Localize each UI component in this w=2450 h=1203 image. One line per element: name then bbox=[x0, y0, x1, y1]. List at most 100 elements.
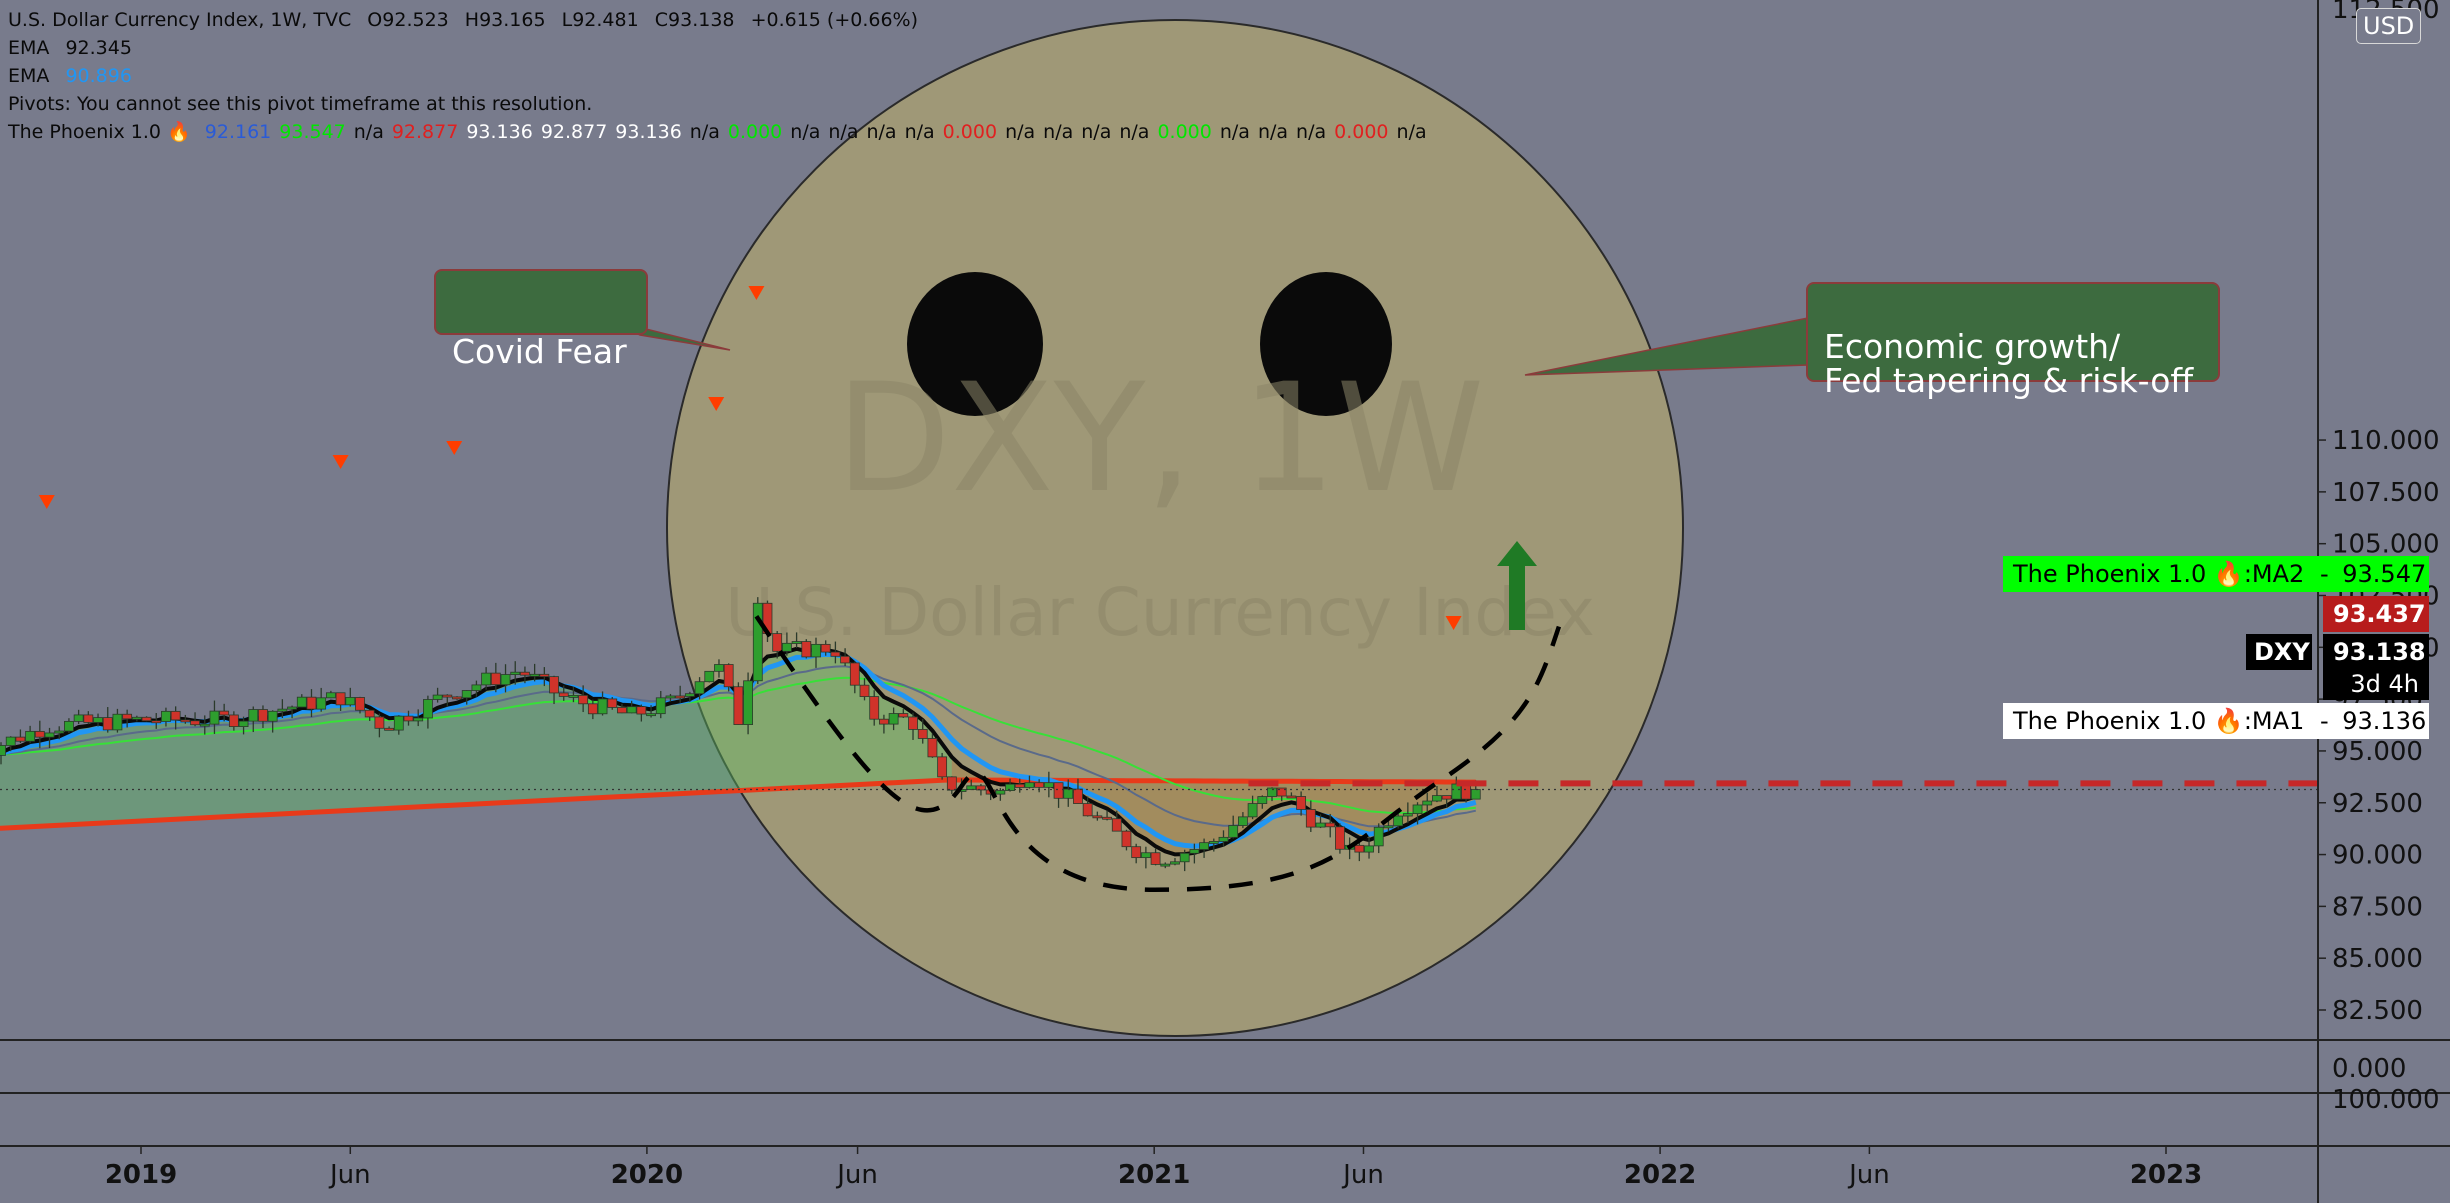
ohlc-high: H93.165 bbox=[464, 9, 546, 31]
candle-body bbox=[73, 714, 84, 722]
fire-icon: 🔥 bbox=[2213, 707, 2244, 735]
pivots-message: Pivots: You cannot see this pivot timefr… bbox=[8, 93, 593, 115]
ohlc-low: L92.481 bbox=[561, 9, 639, 31]
candle-body bbox=[1102, 816, 1112, 820]
candle-body bbox=[442, 694, 453, 698]
candle-body bbox=[607, 698, 618, 708]
candle-body bbox=[1247, 803, 1258, 818]
candle-body bbox=[704, 670, 715, 683]
phoenix-value: 92.161 bbox=[204, 121, 272, 143]
candle-body bbox=[1305, 809, 1316, 828]
y-tick-label: 90.000 bbox=[2332, 841, 2423, 871]
legend-phoenix[interactable]: The Phoenix 1.0 🔥 92.161 93.547 n/a 92.877 9… bbox=[8, 118, 1427, 146]
ema-2-name: EMA bbox=[8, 65, 50, 87]
candle-body bbox=[840, 655, 851, 664]
price-label-ma1[interactable]: The Phoenix 1.0 🔥:MA1 - 93.136 bbox=[2003, 703, 2429, 739]
candle-body bbox=[772, 633, 783, 652]
callout-covid-text: Covid Fear bbox=[452, 332, 627, 371]
callout-covid-fear[interactable]: Covid Fear bbox=[434, 269, 648, 371]
candle-body bbox=[966, 785, 977, 790]
candle-body bbox=[995, 790, 1006, 795]
candle-body bbox=[471, 684, 482, 691]
phoenix-value: 93.136 bbox=[466, 121, 533, 143]
candle-body bbox=[626, 706, 637, 714]
candle-body bbox=[1267, 787, 1277, 797]
candle-body bbox=[364, 709, 375, 718]
x-tick-label: Jun bbox=[1847, 1160, 1890, 1190]
watermark-symbol: DXY, 1W bbox=[836, 352, 1485, 526]
phoenix-value: n/a bbox=[790, 121, 821, 143]
candle-body bbox=[1014, 783, 1025, 788]
candle-body bbox=[539, 673, 550, 678]
phoenix-value: n/a bbox=[866, 121, 897, 143]
phoenix-value: n/a bbox=[904, 121, 935, 143]
legend-pivots[interactable]: Pivots: You cannot see this pivot timefr… bbox=[8, 90, 1427, 118]
candle-body bbox=[781, 642, 792, 652]
candle-body bbox=[112, 713, 123, 731]
phoenix-value: 0.000 bbox=[1157, 121, 1212, 143]
candle-body bbox=[1228, 825, 1239, 838]
dxy-symbol: DXY bbox=[2254, 638, 2310, 666]
candle-body bbox=[1315, 822, 1326, 828]
candle-body bbox=[1373, 826, 1384, 847]
ohlc-open: O92.523 bbox=[367, 9, 449, 31]
price-label-level[interactable]: 93.437 bbox=[2323, 596, 2429, 632]
candle-body bbox=[1451, 783, 1462, 800]
smile-curve-path bbox=[754, 614, 1562, 893]
callout-economic-growth[interactable]: Economic growth/ Fed tapering & risk-off bbox=[1806, 282, 2220, 398]
candle-body bbox=[1441, 795, 1452, 800]
candle-body bbox=[0, 745, 6, 756]
currency-button[interactable]: USD bbox=[2356, 8, 2422, 44]
candle-body bbox=[15, 736, 26, 742]
candle-body bbox=[665, 695, 676, 699]
candle-body bbox=[384, 727, 395, 731]
candle-body bbox=[908, 716, 918, 730]
candle-body bbox=[1043, 782, 1054, 788]
price-label-ma2[interactable]: The Phoenix 1.0 🔥:MA2 - 93.547 bbox=[2003, 556, 2429, 592]
candle-body bbox=[976, 785, 986, 791]
x-tick-label: 2021 bbox=[1118, 1160, 1190, 1190]
phoenix-value: n/a bbox=[1005, 121, 1036, 143]
price-label-dxy[interactable]: 93.138 3d 4h bbox=[2323, 634, 2429, 700]
phoenix-value: n/a bbox=[1257, 121, 1289, 143]
candle-body bbox=[791, 641, 802, 644]
candle-body bbox=[1170, 861, 1180, 865]
phoenix-value: n/a bbox=[1296, 121, 1327, 143]
candle-body bbox=[34, 730, 45, 738]
candle-body bbox=[1257, 796, 1268, 804]
candle-body bbox=[500, 674, 511, 686]
candle-body bbox=[209, 710, 220, 725]
candle-body bbox=[617, 707, 627, 714]
candles bbox=[0, 597, 1481, 872]
legend-ema-2[interactable]: EMA 90.896 bbox=[8, 62, 1427, 90]
candle-body bbox=[102, 717, 113, 731]
x-tick-label: 2023 bbox=[2130, 1160, 2202, 1190]
phoenix-value: n/a bbox=[1219, 121, 1250, 143]
candle-body bbox=[238, 720, 249, 727]
candle-body bbox=[1286, 795, 1297, 799]
candle-body bbox=[1179, 852, 1190, 863]
candle-body bbox=[1024, 782, 1035, 788]
price-label-dxy-symbol[interactable]: DXY bbox=[2246, 634, 2312, 670]
candle-body bbox=[655, 697, 666, 715]
candle-body bbox=[529, 673, 540, 677]
phoenix-value: n/a bbox=[1119, 121, 1150, 143]
candle-body bbox=[258, 709, 268, 722]
phoenix-value: 93.136 bbox=[615, 121, 682, 143]
x-tick-label: 2019 bbox=[105, 1160, 177, 1190]
candle-body bbox=[510, 671, 521, 675]
candle-body bbox=[1364, 845, 1374, 853]
candle-body bbox=[568, 695, 579, 698]
y-tick-label: 92.500 bbox=[2332, 789, 2423, 819]
legend-title-row[interactable]: U.S. Dollar Currency Index, 1W, TVC O92.… bbox=[8, 6, 1427, 34]
phoenix-value: 0.000 bbox=[942, 121, 998, 143]
candle-body bbox=[1150, 852, 1161, 865]
legend-ema-1[interactable]: EMA 92.345 bbox=[8, 34, 1427, 62]
candle-body bbox=[752, 602, 763, 682]
pivot-marker-icon bbox=[708, 397, 725, 411]
candle-body bbox=[1325, 822, 1336, 828]
candle-body bbox=[1218, 836, 1229, 842]
phoenix-value: 0.000 bbox=[1334, 121, 1389, 143]
ohlc-close: C93.138 bbox=[654, 9, 735, 31]
